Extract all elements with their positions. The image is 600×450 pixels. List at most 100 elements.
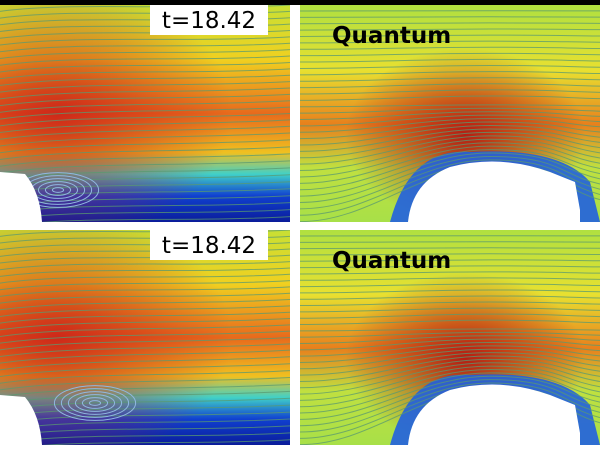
streamline <box>0 299 290 311</box>
streamline <box>0 106 290 120</box>
streamline <box>300 241 600 243</box>
streamline <box>300 345 600 363</box>
streamline <box>300 40 600 44</box>
streamline <box>0 61 290 73</box>
streamline <box>0 383 290 398</box>
streamline <box>41 439 290 445</box>
streamline <box>300 259 600 262</box>
streamline <box>300 379 600 427</box>
streamline <box>300 121 600 140</box>
streamline <box>0 100 290 113</box>
streamline <box>0 311 290 324</box>
vortex-ring <box>60 388 130 418</box>
streamline <box>300 77 600 82</box>
streamline <box>300 247 600 250</box>
streamline <box>0 132 290 147</box>
obstacle <box>0 172 42 222</box>
streamline <box>0 356 290 371</box>
streamline <box>0 261 290 271</box>
obstacle <box>408 384 580 445</box>
streamline <box>300 358 600 389</box>
streamline <box>300 307 600 313</box>
streamline <box>0 81 290 93</box>
streamline <box>300 159 600 210</box>
streamline <box>300 71 600 76</box>
streamline <box>0 273 290 284</box>
streamline <box>300 152 600 197</box>
vortex-ring <box>53 385 137 421</box>
streamline <box>0 174 290 187</box>
top-bar <box>0 0 600 5</box>
hot-region <box>0 5 290 222</box>
vortex-ring <box>51 187 65 193</box>
streamline <box>0 74 290 86</box>
flow-panel <box>300 230 600 445</box>
streamline <box>300 341 600 357</box>
streamline <box>300 128 600 152</box>
streamline <box>300 348 600 370</box>
hot-region <box>0 230 290 445</box>
streamline <box>300 104 600 108</box>
streamline <box>300 335 600 344</box>
streamline <box>0 125 290 140</box>
streamline <box>0 42 290 53</box>
streamline <box>300 107 600 114</box>
streamline <box>300 283 600 288</box>
streamline <box>300 338 600 351</box>
streamline <box>300 52 600 57</box>
streamline <box>300 253 600 256</box>
streamline <box>300 124 600 146</box>
streamline <box>0 286 290 297</box>
label-box <box>150 5 268 35</box>
streamline <box>300 22 600 25</box>
streamline <box>0 139 290 154</box>
streamline <box>0 330 290 344</box>
streamline <box>300 131 600 159</box>
streamline <box>300 142 600 178</box>
streamline <box>300 138 600 172</box>
streamline <box>40 216 290 222</box>
streamline <box>0 280 290 291</box>
streamline <box>300 375 600 420</box>
streamline <box>0 146 290 161</box>
streamline <box>300 352 600 376</box>
streamline <box>0 119 290 134</box>
streamline <box>300 83 600 89</box>
streamline <box>300 289 600 294</box>
streamline <box>300 16 600 18</box>
time-label: t=18.42 <box>162 8 256 34</box>
streamline <box>300 34 600 38</box>
streamline <box>0 324 290 337</box>
streamline <box>0 267 290 277</box>
streamline <box>0 447 290 450</box>
streamline <box>300 111 600 120</box>
streamline <box>300 95 600 101</box>
streamline <box>0 160 290 174</box>
streamline <box>300 46 600 50</box>
streamline <box>0 343 290 358</box>
obstacle <box>408 161 580 222</box>
streamline <box>300 369 600 408</box>
method-label: Quantum <box>332 23 451 49</box>
streamline <box>300 331 600 338</box>
vortex-ring <box>37 181 79 199</box>
label-box <box>150 230 268 260</box>
vortex-ring <box>88 400 102 406</box>
streamline <box>300 271 600 275</box>
streamline <box>300 328 600 332</box>
streamline <box>300 155 600 203</box>
streamline <box>300 145 600 184</box>
streamline <box>0 377 290 391</box>
streamline <box>0 68 290 80</box>
streamline <box>300 372 600 414</box>
streamline <box>300 58 600 63</box>
streamline <box>0 363 290 378</box>
streamline <box>300 313 600 319</box>
streamline <box>0 318 290 331</box>
streamline <box>300 365 600 401</box>
obstacle <box>0 395 42 445</box>
streamline <box>300 362 600 395</box>
streamline <box>0 49 290 59</box>
streamline <box>300 301 600 307</box>
streamline <box>0 292 290 304</box>
